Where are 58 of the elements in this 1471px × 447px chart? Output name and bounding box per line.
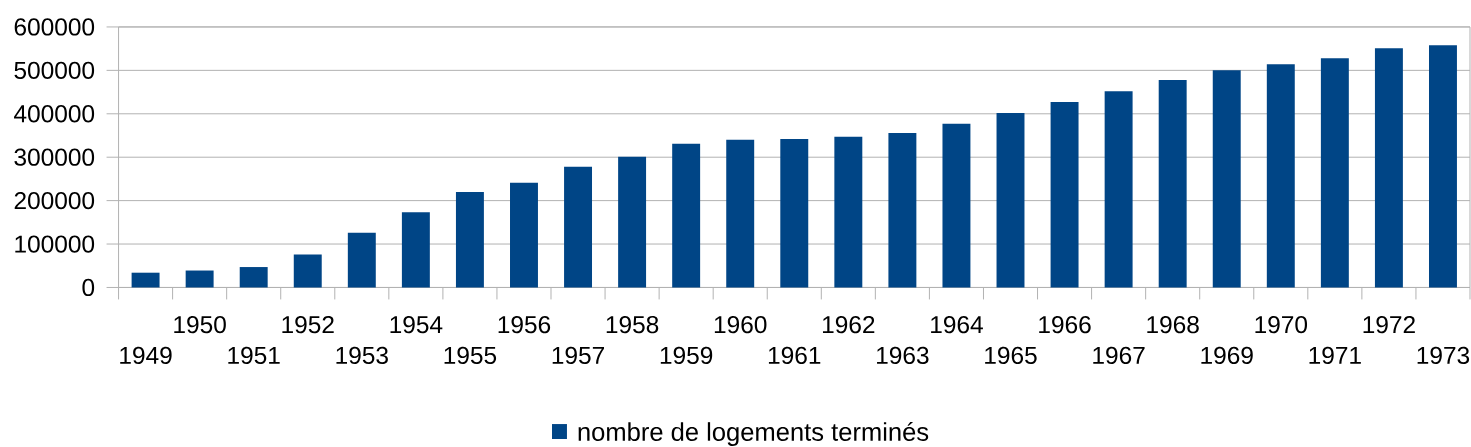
bar	[1104, 91, 1133, 288]
x-tick-label: 1951	[228, 346, 280, 364]
x-tick-label: 1950	[174, 315, 226, 334]
x-tick-label: 1956	[498, 315, 551, 334]
x-tick-label: 1953	[336, 346, 388, 364]
bar	[780, 138, 809, 288]
y-tick-label: 200000	[14, 191, 95, 210]
bar	[293, 254, 322, 288]
y-tick-label: 100000	[15, 235, 95, 253]
x-tick-label: 1973	[1417, 346, 1470, 364]
x-tick-label: 1958	[606, 315, 659, 334]
x-tick-label: 1957	[552, 346, 604, 364]
x-tick-label: 1964	[931, 315, 983, 334]
x-tick-label: 1972	[1363, 315, 1415, 334]
x-tick-label: 1962	[822, 315, 875, 334]
x-tick-label: 1965	[985, 346, 1037, 364]
bar	[672, 143, 701, 288]
bar	[131, 272, 160, 288]
y-tick-label: 0	[82, 278, 95, 297]
bar	[347, 232, 376, 288]
x-tick-label: 1961	[768, 346, 821, 364]
x-tick-label: 1960	[714, 315, 767, 334]
legend-label: nombre de logements terminés	[578, 421, 929, 446]
bar	[888, 132, 917, 288]
bar	[996, 112, 1025, 288]
y-tick-label: 400000	[14, 105, 95, 123]
bar	[185, 270, 214, 288]
y-tick-label: 600000	[14, 18, 95, 36]
x-tick-label: 1963	[877, 346, 929, 364]
x-tick-label: 1969	[1201, 346, 1253, 364]
bar	[1158, 79, 1187, 288]
bar	[239, 266, 268, 288]
x-tick-label: 1954	[390, 315, 443, 334]
bar	[726, 139, 755, 288]
x-tick-label: 1952	[282, 315, 334, 334]
x-tick-label: 1967	[1093, 346, 1145, 364]
bar	[1212, 70, 1241, 288]
y-tick-label: 300000	[14, 148, 95, 166]
bar	[455, 191, 484, 288]
x-tick-label: 1949	[120, 346, 172, 364]
x-tick-label: 1968	[1147, 315, 1199, 334]
bar	[1266, 64, 1295, 288]
bar	[1374, 48, 1403, 288]
bar	[1429, 45, 1457, 288]
bar	[942, 123, 971, 288]
bar	[834, 136, 863, 288]
bar	[401, 212, 430, 288]
x-tick-label: 1966	[1039, 315, 1091, 334]
bar	[618, 156, 647, 288]
bar	[510, 182, 538, 288]
y-tick-label: 500000	[14, 61, 95, 79]
bar	[1320, 58, 1349, 288]
x-tick-label: 1971	[1309, 346, 1361, 364]
x-tick-label: 1970	[1255, 315, 1308, 334]
x-tick-label: 1955	[444, 346, 497, 364]
x-tick-label: 1959	[660, 346, 713, 364]
bar	[564, 166, 593, 288]
bar	[1050, 101, 1079, 288]
